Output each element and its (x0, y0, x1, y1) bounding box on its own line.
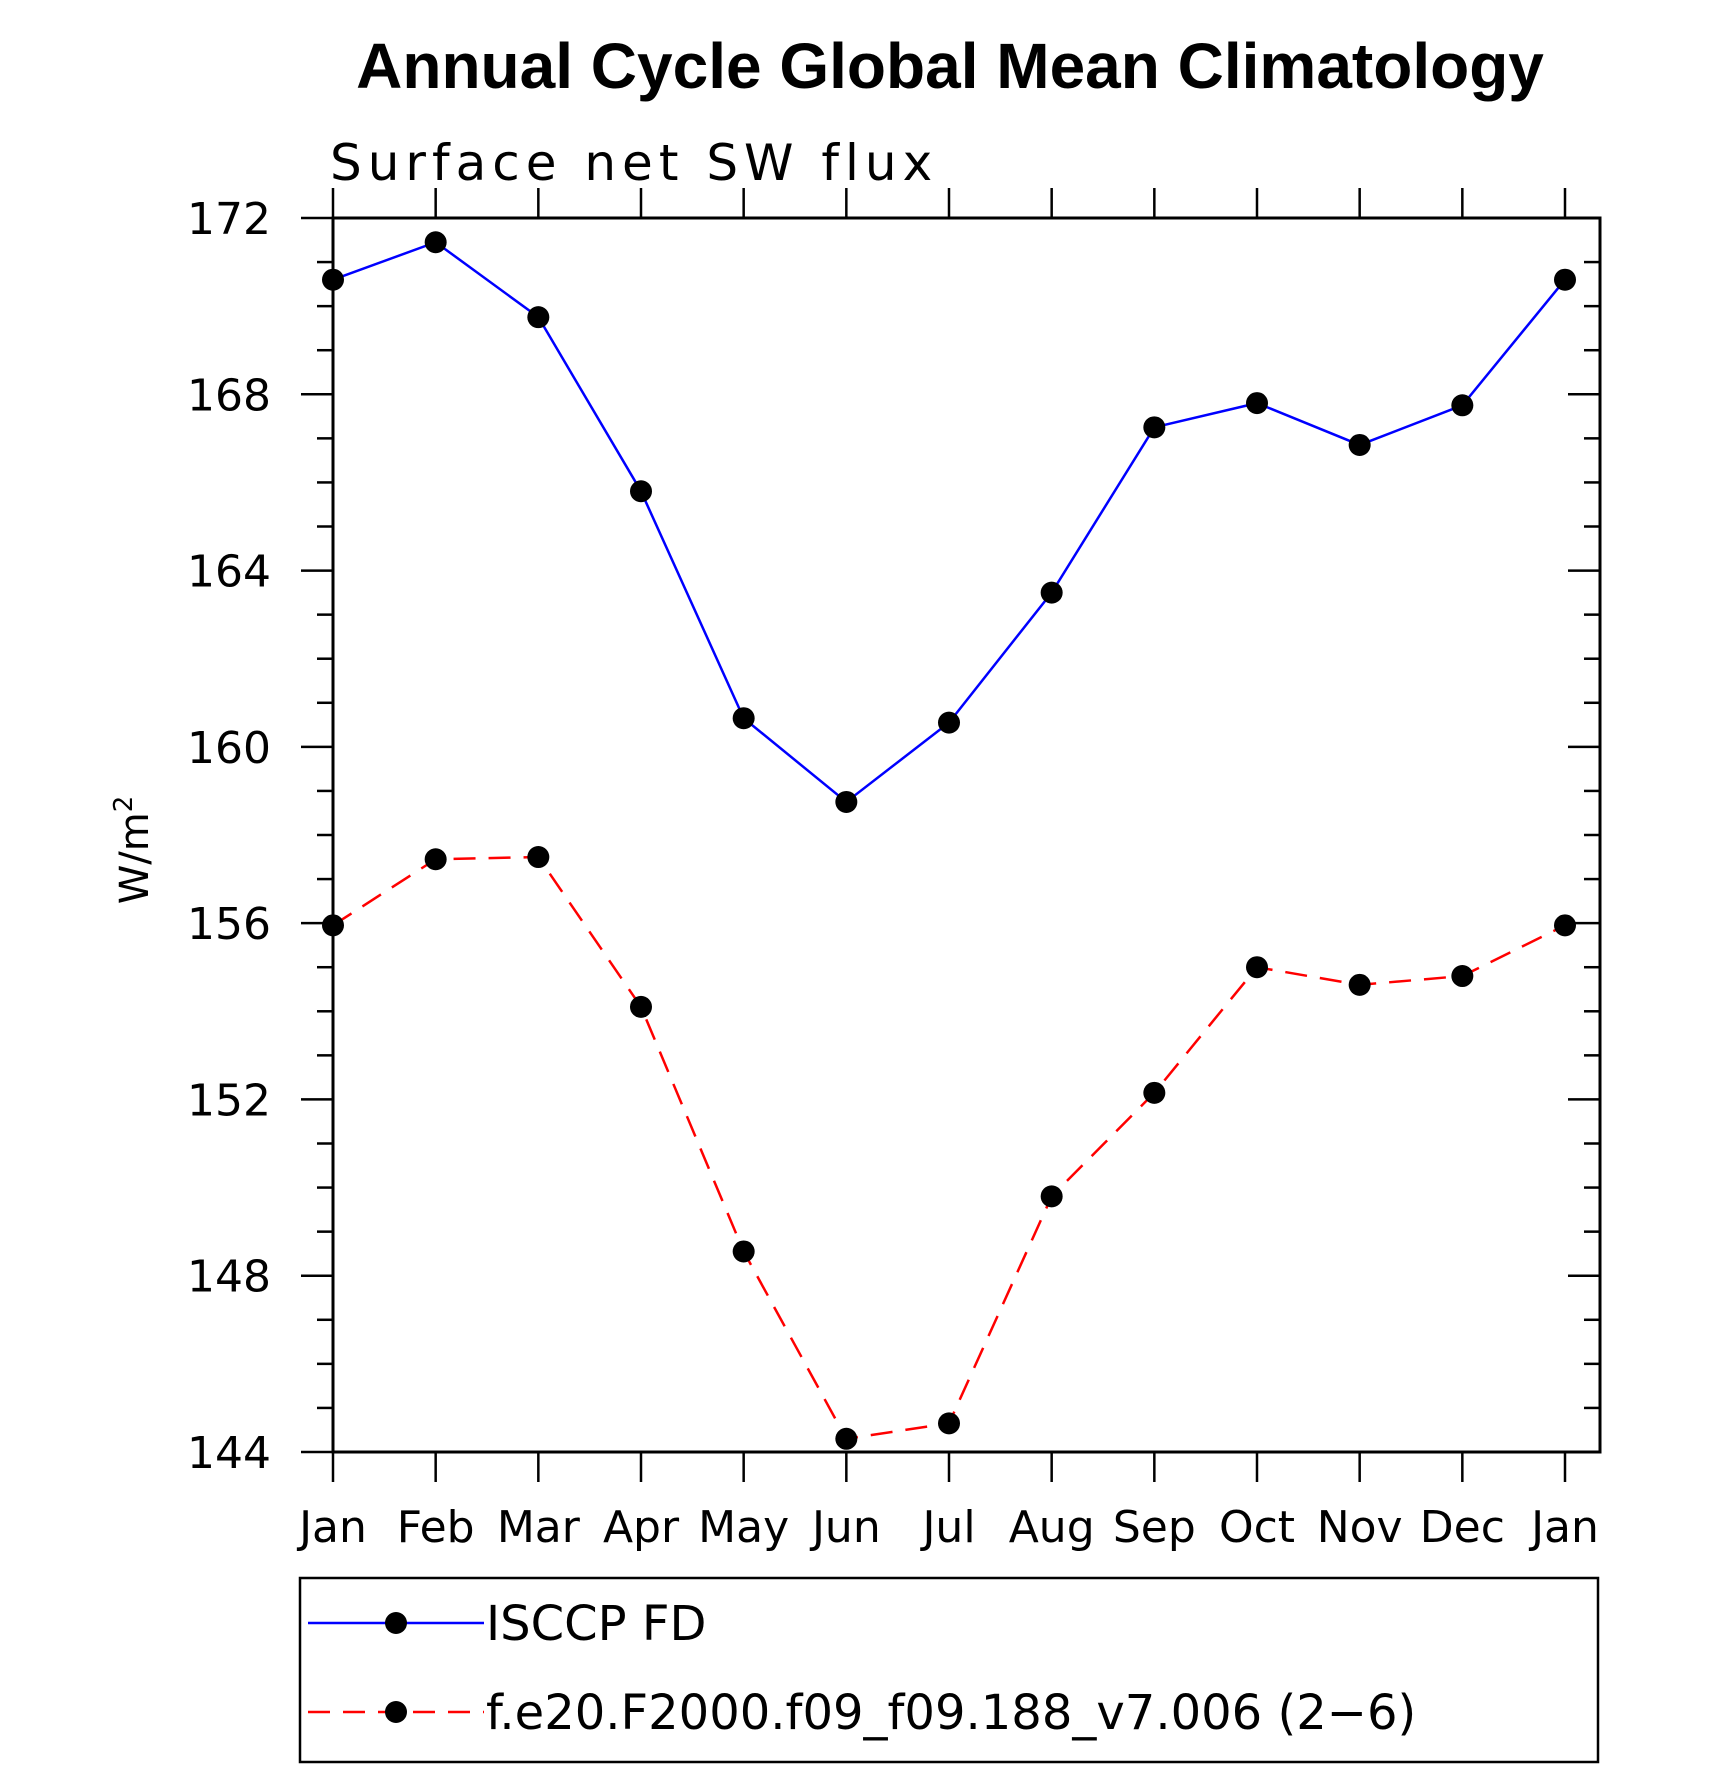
x-tick-label: Aug (1009, 1502, 1095, 1553)
series-1 (322, 231, 1576, 813)
x-tick-label: Jun (809, 1502, 881, 1553)
y-tick-label: 156 (187, 899, 271, 950)
data-point (1451, 965, 1474, 988)
data-point (630, 480, 652, 503)
data-point (527, 846, 550, 869)
data-point (1554, 914, 1576, 937)
x-tick-label: May (698, 1502, 789, 1553)
data-point (732, 707, 755, 730)
data-point (1143, 416, 1166, 439)
x-tick-label: Mar (497, 1502, 581, 1553)
y-tick-label: 144 (187, 1428, 271, 1479)
y-tick-label: 148 (187, 1252, 271, 1303)
data-point (1246, 392, 1268, 415)
x-tick-label: Jan (296, 1502, 367, 1553)
series-line-2 (332, 855, 1566, 1441)
y-tick-label: 160 (187, 723, 271, 774)
series-2 (322, 846, 1576, 1450)
data-point (630, 995, 652, 1018)
data-point (527, 306, 550, 329)
y-tick-label: 172 (187, 194, 271, 245)
x-tick-label: Jan (1528, 1502, 1599, 1553)
data-point (1554, 268, 1576, 291)
data-point (1040, 581, 1063, 604)
x-tick-label: Sep (1113, 1502, 1196, 1553)
data-point (322, 914, 344, 937)
x-tick-label: Jul (919, 1502, 975, 1553)
data-point (1246, 956, 1268, 979)
legend-marker-1 (385, 1612, 407, 1634)
data-point (732, 1240, 755, 1263)
data-point (1348, 973, 1371, 996)
y-tick-label: 152 (187, 1075, 271, 1126)
x-tick-label: Apr (603, 1502, 680, 1553)
data-point (835, 1427, 858, 1450)
data-point (424, 231, 447, 254)
legend-label-1: ISCCP FD (486, 1596, 706, 1652)
axes: 144 148 152 156 160 164 168 172 Jan Feb Mar Apr May J… (187, 188, 1602, 1553)
y-axis-label-base: W/m (112, 812, 158, 904)
x-tick-label: Nov (1317, 1502, 1403, 1553)
legend-box (298, 1576, 1600, 1764)
data-point (835, 790, 858, 813)
legend-label-2: f.e20.F2000.f09_f09.188_v7.006 (2−6) (486, 1685, 1416, 1741)
series-layer (322, 231, 1576, 1450)
data-point (938, 711, 960, 734)
y-axis-label-superscript: 2 (109, 796, 139, 813)
data-point (1348, 433, 1371, 456)
y-tick-label: 164 (187, 547, 271, 598)
data-point (424, 848, 447, 871)
legend: ISCCP FD f.e20.F2000.f09_f09.188_v7.006 (… (298, 1576, 1600, 1764)
x-tick-label: Feb (397, 1502, 475, 1553)
data-point (1451, 394, 1474, 417)
svg-text:W/m2: W/m2 (109, 796, 158, 905)
data-point (938, 1412, 960, 1435)
plot-frame (331, 216, 1602, 1454)
chart-title: Annual Cycle Global Mean Climatology (356, 30, 1544, 102)
x-tick-label: Oct (1219, 1502, 1295, 1553)
data-point (1143, 1081, 1166, 1104)
data-point (322, 268, 344, 291)
x-tick-label: Dec (1420, 1502, 1505, 1553)
y-axis-label: W/m2 (109, 796, 158, 905)
legend-marker-2 (385, 1701, 407, 1723)
y-tick-label: 168 (187, 370, 271, 421)
chart-subtitle: Surface net SW flux (330, 134, 938, 192)
data-point (1040, 1185, 1063, 1208)
